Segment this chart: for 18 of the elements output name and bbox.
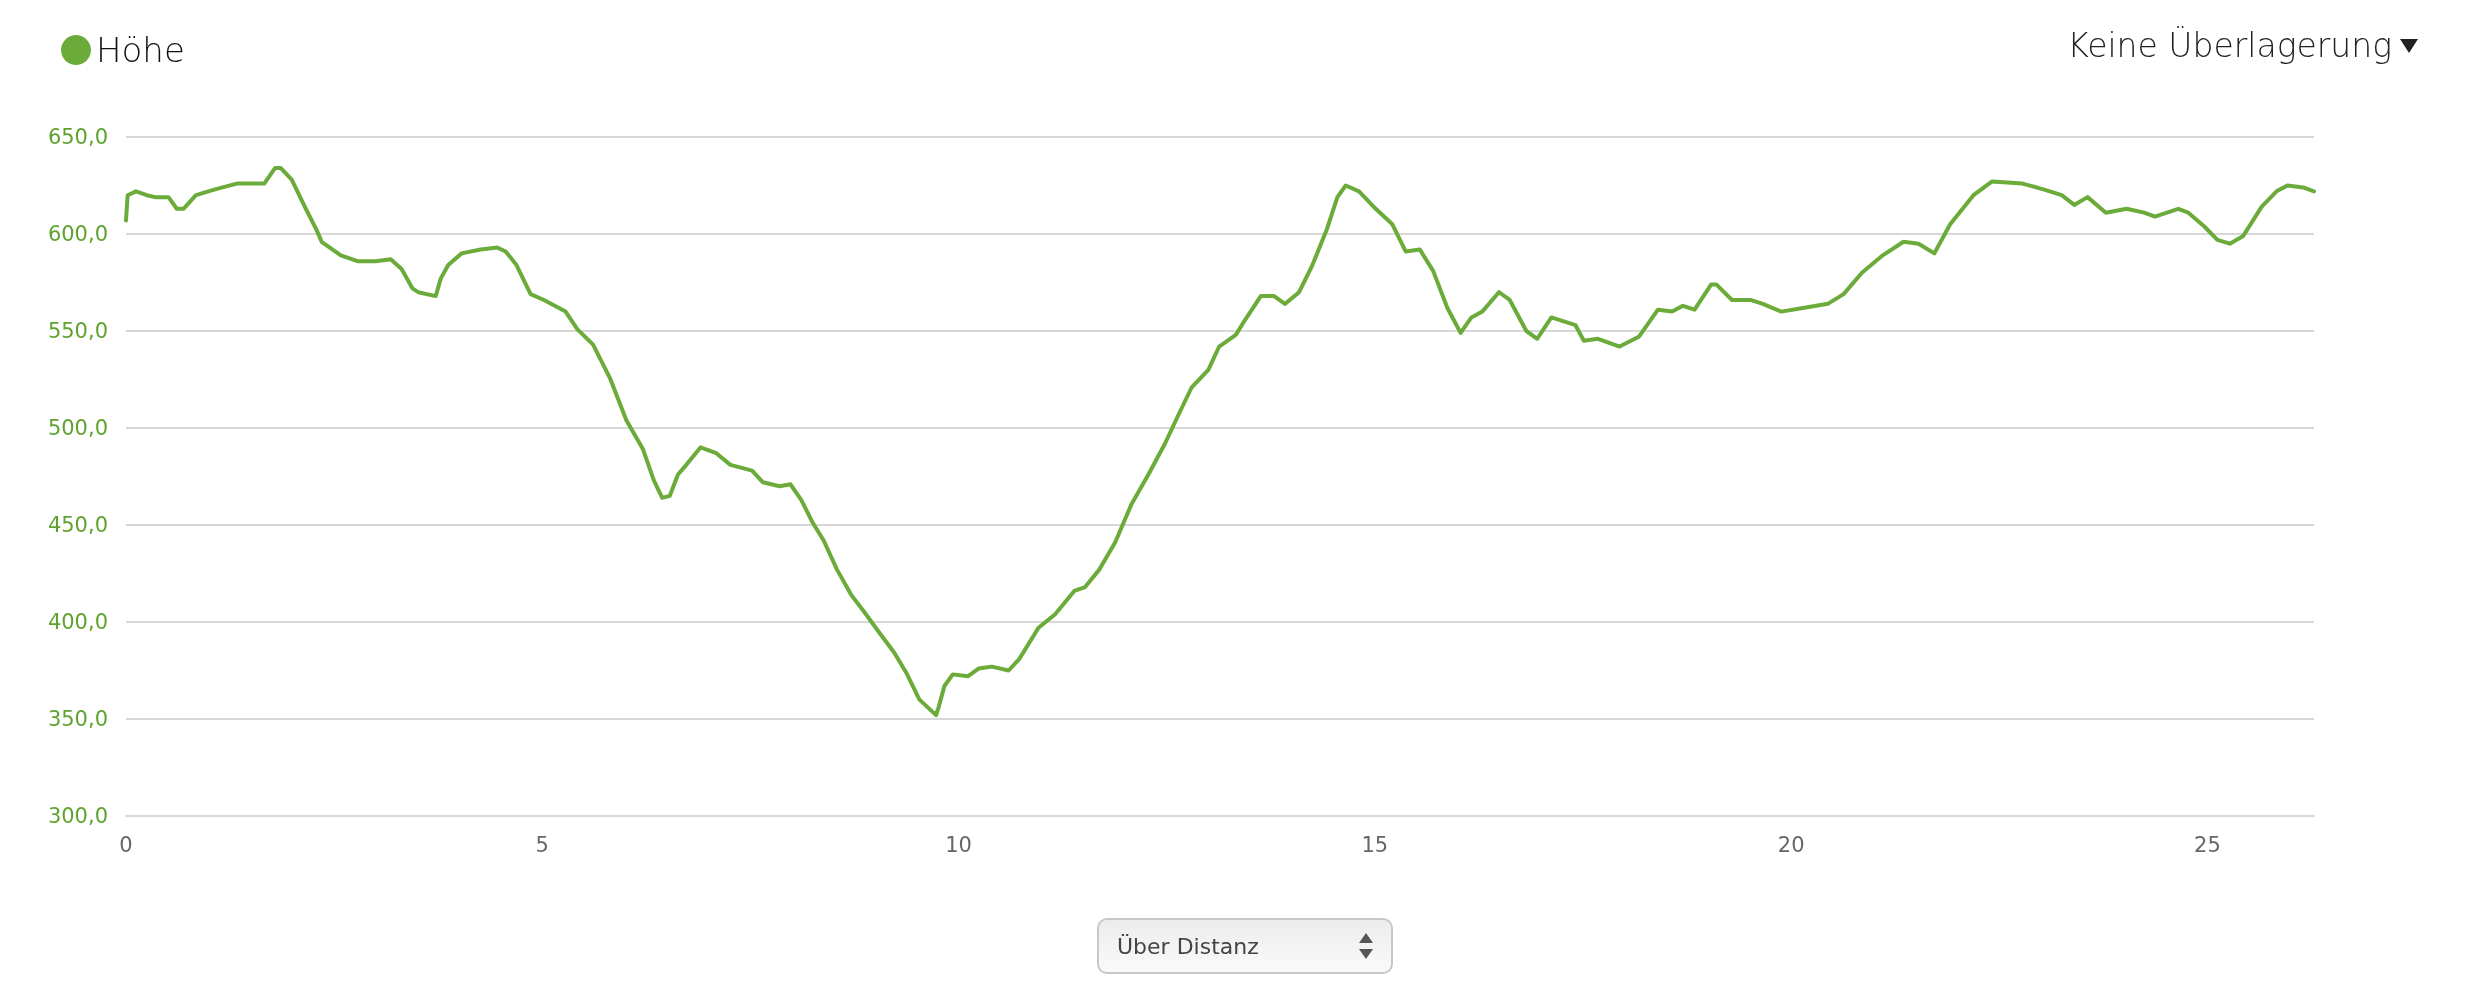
text: Über Distanz (1117, 933, 1259, 959)
y-tick-label: 550,0 (47, 319, 108, 343)
x-tick-label: 10 (945, 832, 972, 857)
y-tick-label: 650,0 (47, 125, 108, 149)
x-tick-label: 0 (119, 832, 133, 857)
y-tick-label: 400,0 (47, 610, 108, 634)
y-tick-label: 500,0 (47, 416, 108, 440)
y-tick-label: 600,0 (47, 222, 108, 246)
y-tick-label: 450,0 (47, 513, 108, 537)
x-tick-label: 25 (2194, 832, 2221, 857)
y-tick-label: 300,0 (47, 804, 108, 828)
legend-label: Höhe (96, 30, 185, 70)
text: Keine Überlagerung (2067, 26, 2392, 65)
line-series (124, 166, 2316, 718)
x-tick-label: 20 (1777, 832, 1805, 857)
x-tick-label: 15 (1361, 832, 1389, 857)
x-tick-label: 5 (535, 832, 549, 857)
y-tick-label: 350,0 (47, 707, 108, 731)
